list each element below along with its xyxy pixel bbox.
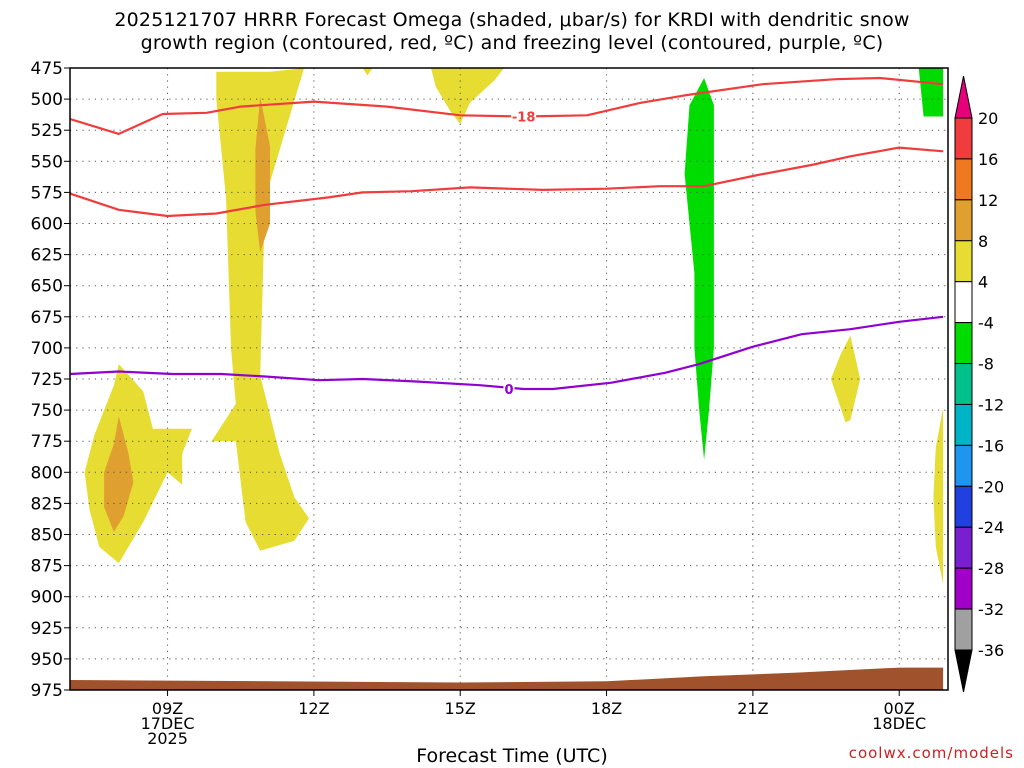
colorbar-label-12: 12 <box>978 191 998 210</box>
colorbar-bin--8--4 <box>954 322 973 365</box>
colorbar-label-8: 8 <box>978 232 988 251</box>
chart-title-line-2: growth region (contoured, red, ºC) and f… <box>140 32 884 54</box>
y-tick-label-600: 600 <box>31 215 63 235</box>
y-tick-label-900: 900 <box>31 588 63 608</box>
x-tick-label-21Z: 21Z <box>737 699 768 718</box>
y-tick-label-575: 575 <box>31 183 63 203</box>
y-tick-label-700: 700 <box>31 339 63 359</box>
omega-shading <box>84 68 944 585</box>
y-tick-label-750: 750 <box>31 401 63 421</box>
shade-yellow-d <box>362 68 373 76</box>
x-tick-label-09Z-year: 2025 <box>147 729 188 748</box>
colorbar-label--36: -36 <box>978 641 1004 660</box>
y-tick-label-975: 975 <box>31 681 63 701</box>
y-tick-label-925: 925 <box>31 619 63 639</box>
y-tick-label-650: 650 <box>31 277 63 297</box>
contour-label-0: 0 <box>504 383 513 398</box>
shade-yellow-f <box>933 407 944 585</box>
x-tick-label-09Z: 09Z <box>152 699 183 718</box>
colorbar-bin--20--16 <box>954 444 973 487</box>
y-tick-label-725: 725 <box>31 370 63 390</box>
credit-text: coolwx.com/models <box>848 744 1014 762</box>
x-tick-label-09Z-date: 17DEC <box>141 714 195 733</box>
colorbar-bin--24--20 <box>954 485 973 528</box>
colorbar-label--20: -20 <box>978 477 1004 496</box>
colorbar-label--28: -28 <box>978 559 1004 578</box>
x-axis-label: Forecast Time (UTC) <box>416 745 608 767</box>
colorbar-label-4: 4 <box>978 273 988 292</box>
colorbar-bin--16--12 <box>954 403 973 446</box>
y-tick-label-475: 475 <box>31 59 63 79</box>
colorbar-bin--32--28 <box>954 567 973 610</box>
terrain-fill <box>70 667 944 690</box>
plot-frame <box>69 67 949 691</box>
colorbar-label-16: 16 <box>978 150 998 169</box>
colorbar-label--4: -4 <box>978 314 994 333</box>
contour-label-bg-0 <box>503 381 515 396</box>
shade-yellow-b <box>211 68 309 551</box>
x-tick-label-00Z-date: 18DEC <box>872 714 926 733</box>
colorbar-label-20: 20 <box>978 109 998 128</box>
shade-green-a <box>684 78 714 460</box>
contour-0 <box>70 315 944 391</box>
contour-label--18: -18 <box>512 111 536 126</box>
chart-title-line-1: 2025121707 HRRR Forecast Omega (shaded, … <box>114 9 910 31</box>
shade-yellow-c <box>431 68 505 124</box>
colorbar-top-arrow <box>954 75 973 119</box>
colorbar-bin-8-12 <box>954 199 973 242</box>
plot-border <box>69 67 949 691</box>
contour--12 <box>70 146 944 218</box>
x-tick-label-15Z: 15Z <box>445 699 476 718</box>
y-tick-label-675: 675 <box>31 308 63 328</box>
colorbar-bin-16-20 <box>954 117 973 160</box>
y-tick-label-550: 550 <box>31 152 63 172</box>
colorbar-bin--12--8 <box>954 363 973 405</box>
colorbar-label--8: -8 <box>978 355 994 374</box>
shade-yellow-a <box>84 364 192 564</box>
y-tick-label-500: 500 <box>31 90 63 110</box>
y-tick-label-625: 625 <box>31 246 63 266</box>
y-tick-label-775: 775 <box>31 432 63 452</box>
colorbar-bin-4-8 <box>954 240 973 283</box>
colorbar-bin-12-16 <box>954 158 973 201</box>
colorbar-label--16: -16 <box>978 436 1004 455</box>
colorbar-label--24: -24 <box>978 518 1004 537</box>
y-tick-label-825: 825 <box>31 494 63 514</box>
x-tick-label-12Z: 12Z <box>298 699 329 718</box>
y-tick-label-950: 950 <box>31 650 63 670</box>
terrain <box>70 667 944 690</box>
y-tick-label-875: 875 <box>31 557 63 577</box>
x-tick-label-18Z: 18Z <box>591 699 622 718</box>
colorbar: 20 16 12 8 4 -4 -8 -12 -16 -20 -24 -28 -32 -36 <box>954 75 1004 693</box>
y-axis: 475 500 525 550 575 600 625 650 675 700 725 750 775 8… <box>31 59 70 701</box>
shade-orange-b <box>255 96 270 253</box>
colorbar-bin--36--32 <box>954 608 973 651</box>
contour-label-bg--18 <box>511 109 537 124</box>
y-tick-label-525: 525 <box>31 121 63 141</box>
colorbar-label--12: -12 <box>978 395 1004 414</box>
colorbar-bin--4-4 <box>954 281 973 324</box>
grid <box>70 67 948 691</box>
y-tick-label-850: 850 <box>31 526 63 546</box>
x-tick-label-00Z: 00Z <box>884 699 915 718</box>
colorbar-bottom-arrow <box>954 649 973 693</box>
colorbar-bin--28--24 <box>954 526 973 569</box>
shade-green-b <box>918 68 944 117</box>
y-tick-label-800: 800 <box>31 463 63 483</box>
contour--18 <box>70 76 944 135</box>
contours: -18 0 <box>70 76 944 398</box>
colorbar-label--32: -32 <box>978 600 1004 619</box>
